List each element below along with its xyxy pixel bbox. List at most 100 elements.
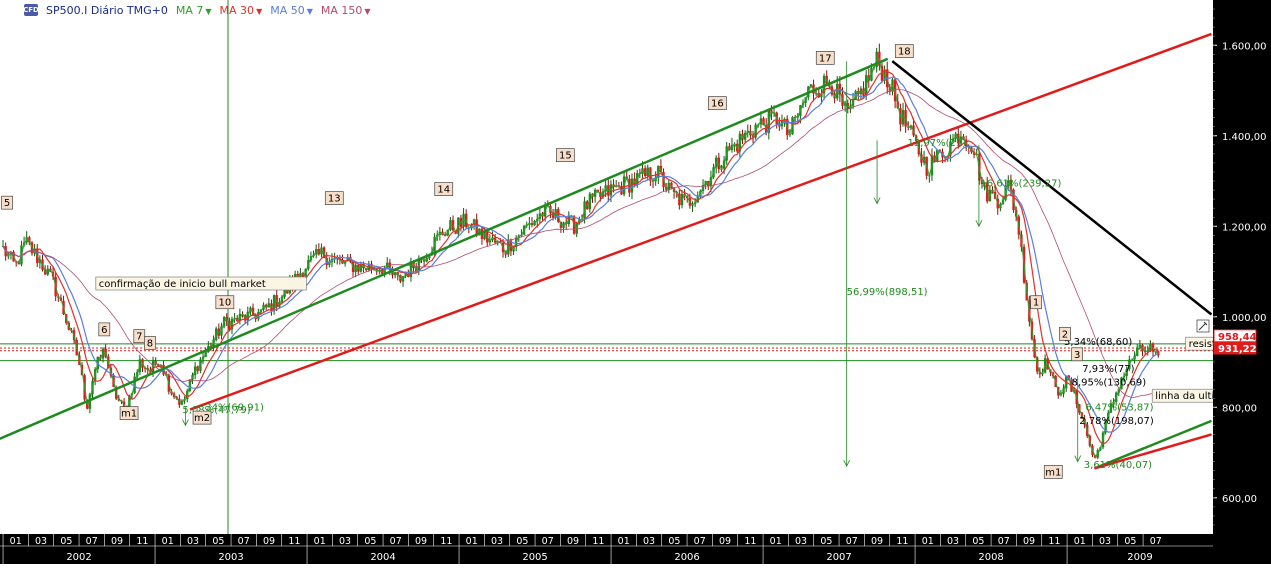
annotation-box	[95, 276, 307, 291]
y-axis-tick-label: 800,00	[1222, 403, 1257, 414]
x-axis-month-label: 07	[1150, 536, 1162, 547]
pencil-icon	[1198, 321, 1208, 331]
x-axis-month-label: 11	[592, 536, 604, 547]
wave-label-box	[98, 322, 111, 337]
x-axis-month-label: 01	[922, 536, 934, 547]
x-axis-month-label: 05	[1124, 536, 1136, 547]
ma50-toggle[interactable]: MA 50 ▼	[270, 4, 313, 17]
y-axis-tick-label: 1.400,00	[1222, 132, 1267, 143]
y-axis-tick-label: 1.000,00	[1222, 313, 1267, 324]
wave-label: 8	[147, 338, 153, 349]
wave-label-box	[119, 406, 139, 420]
x-axis-month-label: 11	[1048, 536, 1060, 547]
trendline	[891, 60, 1213, 316]
x-axis-month-label: 03	[339, 536, 351, 547]
trendline	[1094, 433, 1212, 470]
dropdown-arrow-icon: ▼	[364, 6, 371, 16]
trendline	[0, 57, 889, 440]
x-axis-month-label: 05	[212, 536, 224, 547]
ma30-toggle[interactable]: MA 30 ▼	[220, 4, 263, 17]
price-tag-label: 958,44	[1218, 332, 1257, 343]
x-axis-month-label: 01	[10, 536, 22, 547]
wave-label: 2	[1062, 329, 1068, 340]
wave-label-box	[894, 44, 914, 58]
annotation-label: confirmação de inicio bull market	[99, 279, 266, 290]
cfd-logo: CFD	[23, 4, 39, 16]
ma50-label: MA 50	[270, 3, 305, 17]
x-axis-month-label: 01	[162, 536, 174, 547]
y-axis-tick-label: 1.200,00	[1222, 222, 1267, 233]
wave-label: 14	[437, 185, 450, 196]
wave-label: 17	[819, 53, 832, 64]
wave-label-box	[144, 336, 156, 350]
wave-label-box	[1043, 465, 1063, 479]
chart-header: CFD SP500.I Diário TMG+0 MA 7 ▼ MA 30 ▼ MA…	[23, 2, 371, 18]
annotation-label: 34%(69,91)	[205, 403, 264, 414]
ma150-toggle[interactable]: MA 150 ▼	[321, 4, 371, 17]
y-axis-tick-label: 1.600,00	[1222, 41, 1267, 52]
measurement-arrow-icon	[843, 459, 851, 468]
annotation-label: linha da ultima i	[1155, 391, 1236, 402]
wave-label: 16	[711, 99, 724, 110]
x-axis-month-label: 05	[668, 536, 680, 547]
ma7-toggle[interactable]: MA 7 ▼	[176, 4, 212, 17]
wave-label: 5	[4, 198, 10, 209]
x-axis-month-label: 05	[972, 536, 984, 547]
dropdown-arrow-icon: ▼	[306, 6, 313, 16]
wave-label-box	[192, 410, 212, 425]
price-tag	[1213, 341, 1257, 355]
annotation-label: 5,08%(47,79)	[182, 405, 250, 416]
annotation-label: 56,99%(898,51)	[847, 287, 928, 298]
x-axis-month-label: 11	[896, 536, 908, 547]
x-axis-year-label: 2006	[674, 552, 699, 563]
annotation-label: 13,97%(21)	[907, 138, 966, 149]
wave-label-box	[1, 195, 13, 210]
annotation-label: 16,61%(239,27)	[980, 179, 1061, 190]
annotation-label: 6,47%(53,87)	[1085, 403, 1153, 414]
x-axis-year-label: 2009	[1127, 552, 1152, 563]
x-axis-month-label: 03	[1099, 536, 1111, 547]
x-axis-month-label: 03	[795, 536, 807, 547]
wave-label-box	[324, 191, 344, 205]
measurement-arrow-icon	[182, 419, 189, 427]
wave-label-box	[707, 96, 727, 110]
wave-label-box	[215, 295, 235, 310]
x-axis-year-label: 2003	[218, 552, 243, 563]
x-axis-month-label: 03	[643, 536, 655, 547]
annotation-label: 2,78%(198,07)	[1079, 416, 1154, 427]
ma30-label: MA 30	[219, 3, 255, 17]
annotation-label: 5,34%(68,60)	[1064, 337, 1132, 348]
x-axis-month-label: 07	[998, 536, 1010, 547]
x-axis-month-label: 05	[364, 536, 376, 547]
trendline	[189, 32, 1212, 411]
instrument-label[interactable]: SP500.I Diário TMG+0	[46, 3, 168, 17]
x-axis-year-label: 2008	[978, 552, 1003, 563]
wave-label: m1	[1045, 467, 1061, 478]
wave-label: 6	[101, 325, 107, 336]
dropdown-arrow-icon: ▼	[256, 6, 263, 16]
x-axis-month-label: 09	[111, 536, 123, 547]
ma150-label: MA 150	[320, 3, 363, 17]
x-axis-month-label: 01	[314, 536, 326, 547]
wave-label-box	[555, 148, 575, 163]
wave-label: 10	[218, 298, 231, 309]
x-axis-panel	[0, 534, 1271, 564]
wave-label: 13	[328, 194, 341, 205]
moving-average-line	[2, 76, 1159, 433]
x-axis-month-label: 09	[415, 536, 427, 547]
wave-label: 15	[559, 151, 572, 162]
y-axis-panel	[1213, 0, 1271, 564]
x-axis-month-label: 07	[238, 536, 250, 547]
wave-label-box	[1059, 327, 1071, 341]
x-axis-month-label: 09	[1023, 536, 1035, 547]
x-axis-month-label: 01	[618, 536, 630, 547]
wave-label: 3	[1074, 350, 1080, 361]
x-axis-month-label: 01	[770, 536, 782, 547]
x-axis-month-label: 05	[820, 536, 832, 547]
x-axis-month-label: 09	[263, 536, 275, 547]
wave-label-box	[434, 182, 454, 196]
x-axis-month-label: 11	[440, 536, 452, 547]
annotation-label: 7,93%(77)	[1082, 364, 1134, 375]
